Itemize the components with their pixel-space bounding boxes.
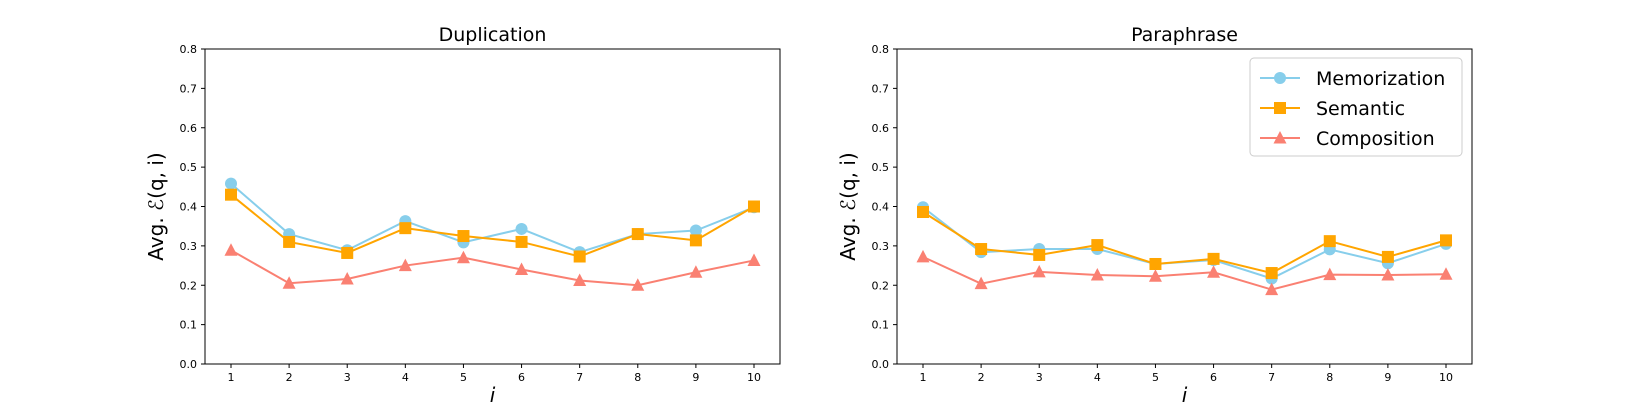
x-tick-label: 9 — [1384, 371, 1391, 384]
data-point — [917, 206, 929, 218]
y-tick-label: 0.8 — [872, 43, 890, 56]
series-memorization — [917, 201, 1452, 284]
data-point — [225, 178, 237, 190]
legend: Memorization Semantic Composition — [1250, 58, 1462, 156]
series-line — [231, 184, 754, 253]
x-axis-label: i — [1182, 383, 1188, 407]
y-tick-label: 0.2 — [872, 279, 890, 292]
y-tick-label: 0.0 — [180, 358, 198, 371]
y-tick-label: 0.3 — [180, 240, 198, 253]
x-tick-label: 9 — [692, 371, 699, 384]
series-composition — [225, 243, 761, 291]
x-tick-label: 7 — [576, 371, 583, 384]
data-point — [748, 253, 761, 266]
data-point — [1208, 253, 1220, 265]
x-tick-label: 2 — [286, 371, 293, 384]
y-tick-label: 0.4 — [180, 201, 198, 214]
y-axis-label: Avg. ℰ(q, i) — [836, 152, 860, 260]
data-point — [1324, 235, 1336, 247]
y-tick-label: 0.7 — [180, 82, 198, 95]
x-tick-label: 10 — [1439, 371, 1453, 384]
x-tick-label: 5 — [460, 371, 467, 384]
plot-frame — [205, 49, 780, 364]
x-tick-label: 4 — [1094, 371, 1101, 384]
x-tick-label: 5 — [1152, 371, 1159, 384]
data-point — [1033, 249, 1045, 261]
series-memorization — [225, 178, 760, 259]
y-tick-label: 0.6 — [180, 122, 198, 135]
x-tick-label: 1 — [228, 371, 235, 384]
legend-marker — [1274, 102, 1286, 114]
data-point — [748, 201, 760, 213]
x-tick-label: 3 — [344, 371, 351, 384]
data-point — [1091, 239, 1103, 251]
chart-panel-1: 0.0 0.1 0.2 0.3 0.4 0.5 0.6 0.7 0.8 1 2 3 4 5 6 7 8 9 10 Du… — [144, 24, 780, 407]
y-tick-label: 0.5 — [180, 161, 198, 174]
x-tick-label: 6 — [1210, 371, 1217, 384]
data-point — [1266, 267, 1278, 279]
series-line — [231, 250, 754, 285]
data-point — [516, 236, 528, 248]
series-line — [923, 212, 1446, 273]
y-tick-label: 0.8 — [180, 43, 198, 56]
data-point — [457, 251, 470, 264]
data-point — [399, 222, 411, 234]
data-point — [516, 223, 528, 235]
data-point — [225, 189, 237, 201]
legend-label: Composition — [1316, 128, 1435, 150]
y-tick-label: 0.6 — [872, 122, 890, 135]
x-tick-label: 4 — [402, 371, 409, 384]
data-point — [457, 230, 469, 242]
series-composition — [917, 250, 1453, 295]
series-line — [923, 207, 1446, 278]
data-point — [917, 250, 930, 263]
x-tick-label: 6 — [518, 371, 525, 384]
chart-title: Duplication — [439, 24, 547, 46]
data-point — [1440, 234, 1452, 246]
x-tick-label: 3 — [1036, 371, 1043, 384]
data-point — [1207, 265, 1220, 278]
x-tick-label: 8 — [1326, 371, 1333, 384]
y-tick-label: 0.4 — [872, 201, 890, 214]
series-semantic — [917, 206, 1452, 279]
legend-label: Semantic — [1316, 98, 1405, 120]
data-point — [975, 243, 987, 255]
y-tick-label: 0.1 — [180, 319, 198, 332]
x-axis-label: i — [490, 383, 496, 407]
legend-marker — [1274, 72, 1286, 84]
chart-title: Paraphrase — [1131, 24, 1238, 46]
legend-label: Memorization — [1316, 68, 1445, 90]
data-point — [1149, 258, 1161, 270]
x-tick-label: 2 — [978, 371, 985, 384]
chart-panel-2: 0.0 0.1 0.2 0.3 0.4 0.5 0.6 0.7 0.8 1 2 3 4 5 6 7 8 9 10 Pa… — [836, 24, 1472, 407]
x-tick-label: 1 — [920, 371, 927, 384]
data-point — [225, 243, 238, 256]
y-tick-label: 0.0 — [872, 358, 890, 371]
y-axis-label: Avg. ℰ(q, i) — [144, 152, 168, 260]
x-tick-label: 10 — [747, 371, 761, 384]
data-point — [632, 228, 644, 240]
y-tick-label: 0.7 — [872, 82, 890, 95]
data-point — [574, 251, 586, 263]
y-tick-label: 0.2 — [180, 279, 198, 292]
series-semantic — [225, 189, 760, 263]
x-tick-label: 8 — [634, 371, 641, 384]
data-point — [283, 236, 295, 248]
y-tick-label: 0.5 — [872, 161, 890, 174]
x-tick-label: 7 — [1268, 371, 1275, 384]
data-point — [341, 247, 353, 259]
y-tick-label: 0.3 — [872, 240, 890, 253]
y-tick-label: 0.1 — [872, 319, 890, 332]
data-point — [690, 234, 702, 246]
data-point — [1382, 251, 1394, 263]
series-line — [231, 195, 754, 257]
